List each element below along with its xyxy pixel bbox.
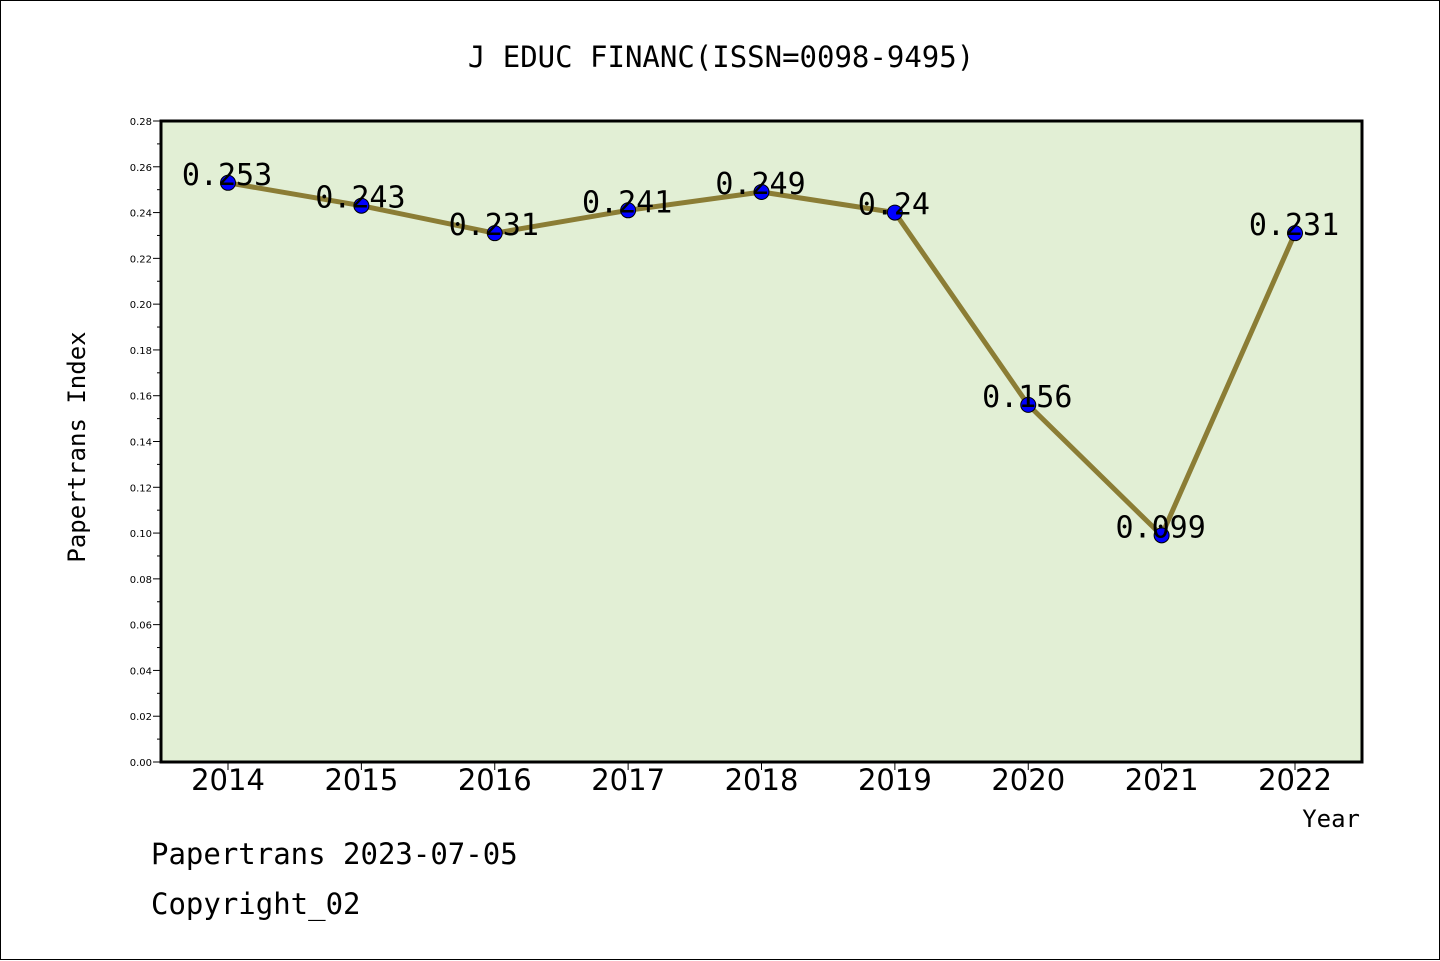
data-point bbox=[220, 174, 236, 191]
data-label: 0.099 bbox=[1115, 510, 1205, 545]
y-tick-label: 0.06 bbox=[130, 621, 152, 632]
data-point bbox=[1153, 527, 1170, 544]
data-point bbox=[753, 183, 770, 200]
y-tick-label: 0.28 bbox=[130, 117, 152, 128]
x-tick-label: 2015 bbox=[324, 763, 398, 797]
y-tick-label: 0.04 bbox=[130, 666, 152, 677]
y-tick-label: 0.08 bbox=[130, 575, 152, 586]
data-point bbox=[1287, 225, 1303, 242]
data-label: 0.231 bbox=[449, 208, 539, 243]
data-label: 0.249 bbox=[715, 167, 805, 202]
y-tick-label: 0.18 bbox=[130, 346, 152, 357]
x-tick-label: 2021 bbox=[1125, 763, 1199, 797]
x-tick-label: 2014 bbox=[191, 763, 265, 797]
data-point bbox=[353, 197, 370, 214]
data-labels: 0.253 0.243 0.231 0.241 0.249 0.24 0.156 0.099 0… bbox=[182, 158, 1339, 546]
x-tick-label: 2022 bbox=[1258, 763, 1332, 797]
y-tick-label: 0.14 bbox=[130, 438, 152, 449]
x-tick-label: 2016 bbox=[458, 763, 532, 797]
data-label: 0.24 bbox=[858, 188, 930, 223]
y-axis-title: Papertrans Index bbox=[63, 331, 91, 562]
data-label: 0.231 bbox=[1249, 208, 1339, 243]
y-tick-label: 0.02 bbox=[130, 712, 152, 723]
x-axis: 2014 2015 2016 2017 2018 2019 2020 2021 2022 bbox=[191, 762, 1332, 797]
x-tick-label: 2017 bbox=[591, 763, 665, 797]
x-tick-label: 2019 bbox=[858, 763, 932, 797]
data-label: 0.241 bbox=[582, 185, 672, 220]
y-tick-label: 0.26 bbox=[130, 163, 152, 174]
source-date: Papertrans 2023-07-05 bbox=[151, 837, 518, 871]
y-tick-label: 0.22 bbox=[130, 254, 152, 265]
plot-area bbox=[159, 119, 1364, 764]
y-axis: 0.00 0.02 0.04 0.06 0.08 0.10 0.12 0.14 0.16 0.18… bbox=[130, 117, 161, 769]
series-layer bbox=[220, 174, 1303, 544]
data-label: 0.253 bbox=[182, 158, 272, 193]
chart-title: J EDUC FINANC(ISSN=0098-9495) bbox=[468, 40, 974, 74]
y-tick-label: 0.24 bbox=[130, 209, 152, 220]
y-tick-label: 0.16 bbox=[130, 392, 152, 403]
copyright: Copyright_02 bbox=[151, 887, 361, 921]
y-tick-label: 0.12 bbox=[130, 483, 152, 494]
y-tick-label: 0.20 bbox=[130, 300, 152, 311]
data-point bbox=[886, 204, 903, 221]
data-label: 0.156 bbox=[982, 380, 1072, 415]
x-tick-label: 2020 bbox=[991, 763, 1065, 797]
data-label: 0.243 bbox=[315, 181, 405, 216]
data-point bbox=[620, 202, 637, 219]
y-tick-label: 0.10 bbox=[130, 529, 152, 540]
x-tick-label: 2018 bbox=[725, 763, 799, 797]
y-tick-label: 0.00 bbox=[130, 758, 152, 769]
data-point bbox=[1020, 396, 1037, 413]
x-axis-title: Year bbox=[1302, 805, 1360, 833]
data-point bbox=[486, 225, 503, 242]
